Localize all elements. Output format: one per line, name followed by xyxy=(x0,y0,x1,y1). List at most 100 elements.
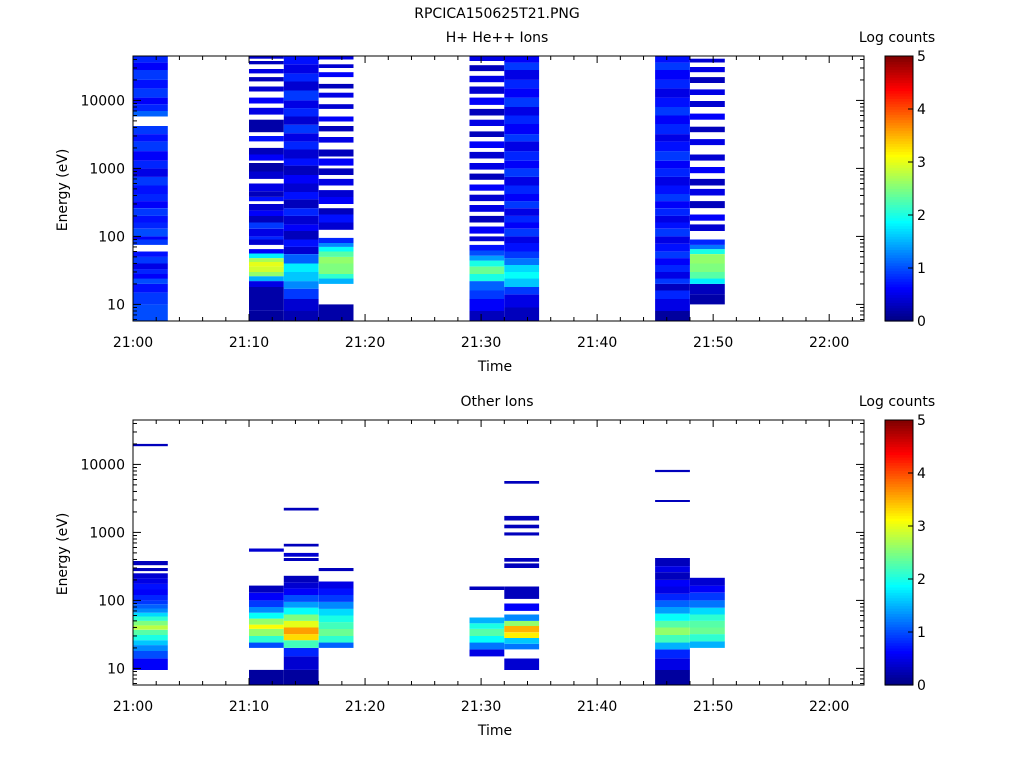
heatmap-cell xyxy=(655,201,690,209)
colorbar-segment xyxy=(885,257,913,261)
colorbar-segment xyxy=(885,270,913,274)
heatmap-cell xyxy=(655,669,690,685)
heatmap-cell xyxy=(133,625,168,630)
x-tick-label: 21:00 xyxy=(113,699,153,715)
heatmap-cell xyxy=(283,192,319,200)
heatmap-cell xyxy=(133,194,168,202)
heatmap-cell xyxy=(690,167,725,174)
heatmap-cell xyxy=(133,635,168,641)
colorbar-tick-label: 5 xyxy=(917,413,926,429)
heatmap-cell xyxy=(690,188,725,196)
heatmap-cell xyxy=(655,283,690,291)
heatmap-cell xyxy=(655,500,690,502)
colorbar-frame xyxy=(884,55,914,322)
heatmap-cell xyxy=(504,107,540,116)
heatmap-cell xyxy=(318,568,354,572)
heatmap-cell xyxy=(655,311,690,321)
colorbar-segment xyxy=(885,143,913,147)
heatmap-cell xyxy=(133,645,168,651)
colorbar-segment xyxy=(885,539,913,543)
heatmap-cell xyxy=(133,70,168,80)
colorbar-segment xyxy=(885,528,913,532)
colorbar-segment xyxy=(885,650,913,654)
heatmap-cell xyxy=(690,154,725,161)
heatmap-cell xyxy=(133,304,168,321)
x-tick-label: 21:40 xyxy=(577,335,617,351)
colorbar-segment xyxy=(885,283,913,288)
y-tick-label: 100 xyxy=(98,593,125,609)
x-axis-label: Time xyxy=(477,359,512,375)
heatmap-cell xyxy=(690,641,725,648)
colorbar-segment xyxy=(885,449,913,453)
time-column xyxy=(655,469,690,685)
heatmap-cell xyxy=(469,255,505,261)
heatmap-cell xyxy=(133,151,168,161)
heatmap-cell xyxy=(249,624,284,629)
colorbar-segment xyxy=(885,608,913,612)
heatmap-cell xyxy=(504,56,540,63)
colorbar-segment xyxy=(885,581,913,585)
colorbar-segment xyxy=(885,544,913,548)
heatmap-cell xyxy=(283,507,319,511)
colorbar-segment xyxy=(885,188,913,192)
heatmap-cell xyxy=(283,552,319,557)
heatmap-cell xyxy=(133,56,168,63)
colorbar-segment xyxy=(885,571,913,575)
time-column xyxy=(318,56,354,321)
colorbar-segment xyxy=(885,318,913,322)
colorbar-segment xyxy=(885,446,913,450)
heatmap-cell xyxy=(690,634,725,642)
colorbar-segment xyxy=(885,634,913,638)
colorbar-segment xyxy=(885,98,913,102)
colorbar-segment xyxy=(885,228,913,232)
colorbar-segment xyxy=(885,135,913,139)
heatmap-cell xyxy=(690,126,725,133)
heatmap-cell xyxy=(504,141,540,152)
heatmap-cell xyxy=(655,185,690,194)
heatmap-cell xyxy=(283,199,319,209)
heatmap-cell xyxy=(283,149,319,159)
heatmap-cell xyxy=(283,669,319,685)
heatmap-cell xyxy=(249,585,284,593)
heatmap-cell xyxy=(655,228,690,237)
heatmap-cell xyxy=(504,586,540,599)
colorbar-segment xyxy=(885,140,913,145)
heatmap-cell xyxy=(504,151,540,161)
heatmap-cell xyxy=(133,236,168,240)
colorbar-segment xyxy=(885,63,913,68)
colorbar-segment xyxy=(885,201,913,205)
heatmap-cell xyxy=(318,214,354,223)
colorbar-segment xyxy=(885,560,913,564)
heatmap-cell xyxy=(469,141,505,148)
y-tick-label: 10 xyxy=(107,661,125,677)
panel-h-he-ions: H+ He++ Ions Log counts Time Energy (eV)… xyxy=(55,30,935,375)
heatmap-cell xyxy=(249,642,284,648)
colorbar-segment xyxy=(885,494,913,498)
heatmap-cell xyxy=(249,107,284,115)
x-tick-label: 21:10 xyxy=(229,335,269,351)
heatmap-cell xyxy=(283,575,319,583)
heatmap-cell xyxy=(655,278,690,284)
x-tick-label: 21:50 xyxy=(693,699,733,715)
colorbar-segment xyxy=(885,435,913,440)
heatmap-cell xyxy=(133,616,168,621)
heatmap-cell xyxy=(283,231,319,240)
colorbar-segment xyxy=(885,66,913,70)
time-column xyxy=(133,443,168,670)
heatmap-cell xyxy=(249,86,284,92)
colorbar-segment xyxy=(885,61,913,65)
colorbar-segment xyxy=(885,661,913,665)
heatmap-cell xyxy=(133,62,168,70)
heatmap-cell xyxy=(469,184,505,191)
y-tick-label: 100 xyxy=(98,229,125,245)
heatmap-cell xyxy=(318,622,354,629)
heatmap-cell xyxy=(249,215,284,223)
colorbar-segment xyxy=(885,109,913,113)
colorbar-segment xyxy=(885,101,913,105)
colorbar-segment xyxy=(885,286,913,290)
heatmap-cell xyxy=(469,623,505,629)
heatmap-cell xyxy=(469,311,505,321)
colorbar-tick-label: 5 xyxy=(917,49,926,65)
heatmap-cell xyxy=(249,197,284,202)
colorbar-segment xyxy=(885,246,913,251)
